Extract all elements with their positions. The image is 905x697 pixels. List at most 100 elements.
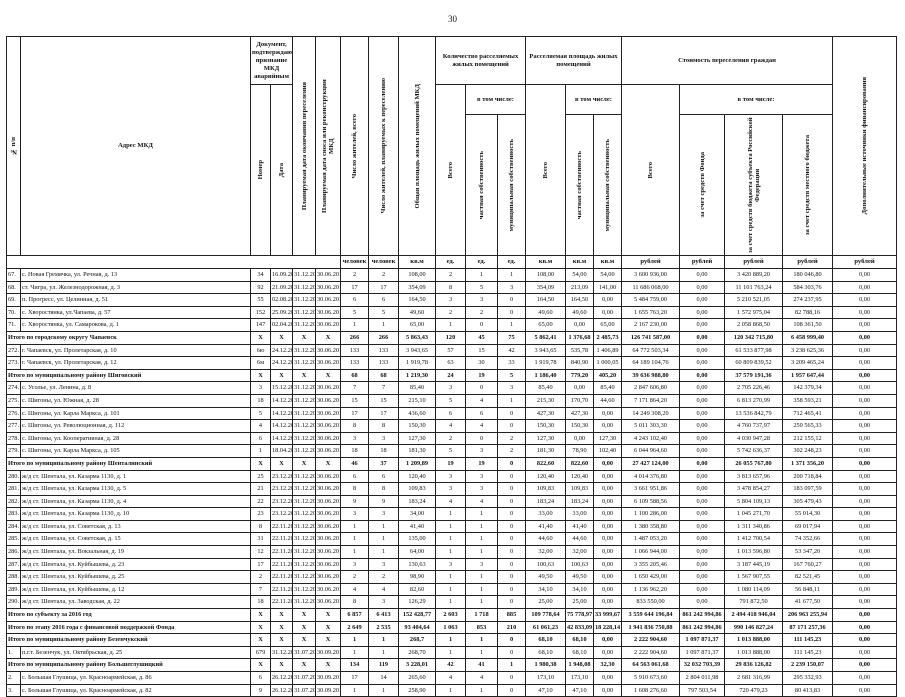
cell: 0,00 bbox=[832, 633, 898, 647]
cell: 1 066 944,00 bbox=[621, 545, 681, 559]
cell: 0,00 bbox=[832, 494, 898, 509]
address: ж/д ст. Шентала, ул. Куйбышева, д. 23 bbox=[20, 557, 251, 572]
cell: 6 bbox=[250, 431, 271, 446]
cell: 990 146 827,24 bbox=[724, 620, 784, 635]
cell: 0,00 bbox=[832, 356, 898, 370]
cell: 1 bbox=[465, 683, 499, 697]
cell: 0,00 bbox=[679, 305, 726, 320]
cell: 1 bbox=[340, 633, 370, 647]
cell: 0 bbox=[497, 419, 527, 433]
data-row: 283. ж/д ст. Шентала, ул. Казарма 1130, д… bbox=[6, 507, 898, 521]
total-row: Итого по этапу 2016 года с финансовой по… bbox=[6, 620, 898, 635]
address: г. Чапаевск, ул. Пролетарская, д. 10 bbox=[20, 343, 251, 358]
cell: 0 bbox=[497, 293, 527, 307]
data-row: 274.с. Усолье, ул. Ленина, д. 8315.12.20… bbox=[6, 381, 898, 395]
cell: 41,40 bbox=[525, 519, 567, 534]
cell: 68,10 bbox=[525, 645, 567, 660]
cell: 15 bbox=[465, 343, 499, 358]
cell: X bbox=[315, 608, 342, 622]
cell: 64 563 061,68 bbox=[621, 658, 681, 672]
cell: 3 bbox=[368, 557, 400, 572]
cell: 5 bbox=[435, 393, 467, 408]
address: ж/д ст. Шентала, ул. Куйбышева, д. 25 bbox=[20, 570, 251, 584]
cell: 134 bbox=[340, 658, 370, 672]
header-text: муниципальная собственность bbox=[604, 138, 612, 232]
cell: 3 bbox=[465, 444, 499, 458]
cell: 885 bbox=[497, 608, 527, 622]
cell: 53 347,20 bbox=[782, 545, 834, 559]
cell: 215,10 bbox=[398, 393, 437, 408]
data-row: 2. с. Большая Глушица, ул. Красноармейска… bbox=[6, 671, 898, 685]
cell: 0,00 bbox=[832, 431, 898, 446]
cell: X bbox=[315, 633, 342, 647]
cell: 31.12.2016 bbox=[292, 532, 317, 547]
cell: 1 bbox=[435, 507, 467, 521]
header-cell: за счет средств Фонда bbox=[679, 114, 726, 256]
cell: 25,00 bbox=[525, 595, 567, 610]
cell: X bbox=[269, 658, 294, 672]
total-label: Итого по муниципальному району Шенталинс… bbox=[6, 456, 251, 471]
cell: 33,00 bbox=[525, 507, 567, 521]
resettlement-table: № п/п Адрес МКД Документ, подтверждающий… bbox=[5, 36, 898, 697]
cell: 0,00 bbox=[679, 280, 726, 295]
cell: 37 bbox=[368, 456, 400, 471]
cell: 1 bbox=[465, 582, 499, 597]
header-cell: Планируемая дата сноса или реконструкции… bbox=[315, 36, 342, 256]
cell: 24 bbox=[435, 368, 467, 383]
cell: 1 bbox=[368, 545, 400, 559]
cell: X bbox=[292, 633, 317, 647]
cell: 6 bbox=[368, 293, 400, 307]
cell: 85,40 bbox=[398, 381, 437, 395]
cell: 2 bbox=[435, 268, 467, 282]
header-cell: Номер bbox=[250, 84, 271, 256]
header-text: № п/п bbox=[10, 136, 17, 156]
data-row: 282. ж/д ст. Шентала, ул. Казарма 1130, д… bbox=[6, 494, 898, 509]
cell: 3 187 445,19 bbox=[724, 557, 784, 572]
cell: 0,00 bbox=[593, 595, 623, 610]
cell: 861 242 994,86 bbox=[679, 608, 726, 622]
unit-cell: ед. bbox=[497, 255, 527, 269]
cell: 31.12.2016 bbox=[292, 507, 317, 521]
cell: 268,70 bbox=[398, 645, 437, 660]
cell: 4 bbox=[368, 582, 400, 597]
row-number: 282. bbox=[6, 494, 21, 509]
cell: 1 097 871,37 bbox=[679, 633, 726, 647]
header-text: Всего bbox=[542, 161, 550, 179]
cell: 6 857 bbox=[340, 608, 370, 622]
cell: 0,00 bbox=[593, 683, 623, 697]
cell: 0 bbox=[497, 406, 527, 421]
cell: 258,90 bbox=[398, 683, 437, 697]
cell: 1 bbox=[368, 633, 400, 647]
cell: 0,00 bbox=[832, 419, 898, 433]
cell: 1 bbox=[368, 318, 400, 332]
cell: 111 145,23 bbox=[782, 633, 834, 647]
header-text: Число жителей, планируемых к переселению bbox=[380, 78, 388, 214]
row-number: 289. bbox=[6, 582, 21, 597]
header-cell: в том числе: bbox=[565, 84, 623, 115]
cell: 02.04.2010 bbox=[269, 318, 294, 332]
address: с. Большая Глушица, ул. Красноармейская,… bbox=[20, 671, 251, 685]
row-number: 283. bbox=[6, 507, 21, 521]
cell: 64 189 104,76 bbox=[621, 356, 681, 370]
cell: 4 760 737,97 bbox=[724, 419, 784, 433]
cell: 1 bbox=[465, 268, 499, 282]
cell: 6 bbox=[250, 671, 271, 685]
cell: 8 bbox=[340, 595, 370, 610]
cell: 31 bbox=[250, 532, 271, 547]
cell: 535,78 bbox=[565, 343, 595, 358]
cell: X bbox=[269, 633, 294, 647]
cell: 0,00 bbox=[832, 393, 898, 408]
data-row: 275. с. Шигоны, ул. Южная, д. 28 18 14.12.2… bbox=[6, 393, 898, 408]
cell: 6 109 588,56 bbox=[621, 494, 681, 509]
cell: 0 bbox=[497, 456, 527, 471]
cell: 34,10 bbox=[565, 582, 595, 597]
address: ж/д ст. Шентала, ул. Казарма 1130, д. 5 bbox=[20, 482, 251, 496]
total-row: Итого по муниципальному району Безенчукс… bbox=[6, 633, 898, 647]
cell: 2 222 904,60 bbox=[621, 633, 681, 647]
